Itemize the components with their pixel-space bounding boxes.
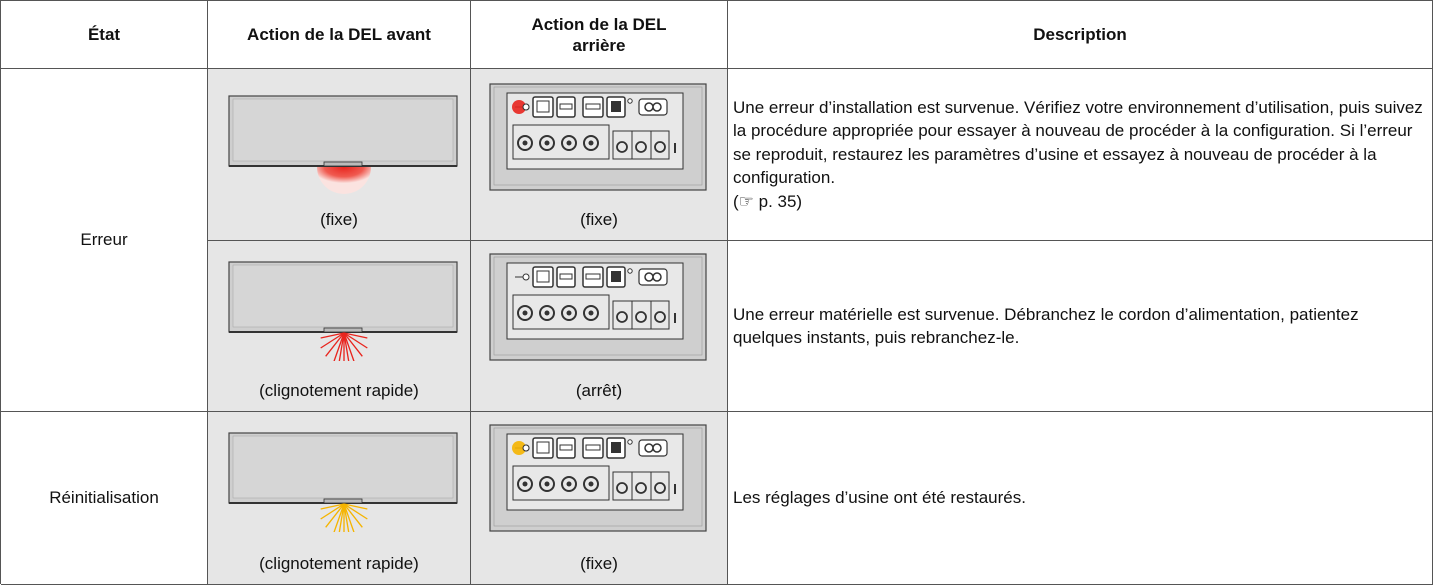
- front-cell: (clignotement rapide): [208, 241, 471, 412]
- front-cell: (fixe): [208, 69, 471, 241]
- header-cell: Action de la DEL avant: [208, 1, 471, 69]
- state-cell: Réinitialisation: [1, 412, 208, 585]
- rear-cell: (arrêt): [471, 241, 728, 412]
- description-cell: Une erreur matérielle est survenue. Débr…: [728, 241, 1433, 412]
- description-cell: Les réglages d’usine ont été restaurés.: [728, 412, 1433, 585]
- caption: (fixe): [580, 554, 618, 573]
- caption: (arrêt): [575, 381, 623, 400]
- header-cell: Description: [728, 1, 1433, 69]
- rear-cell: (fixe): [471, 412, 728, 585]
- description: Les réglages d’usine ont été restaurés.: [733, 488, 1026, 508]
- caption: (clignotement rapide): [259, 554, 419, 573]
- reference: (☞ p. 35): [733, 191, 803, 211]
- caption: (fixe): [580, 210, 618, 229]
- front-device: [228, 261, 460, 361]
- front-cell: (clignotement rapide): [208, 412, 471, 585]
- description: Une erreur matérielle est survenue. Débr…: [733, 304, 1359, 348]
- header-cell: Action de la DEL arrière: [471, 1, 728, 69]
- caption: (fixe): [320, 210, 358, 229]
- rear-device: [489, 253, 709, 363]
- description: Une erreur d’installation est survenue. …: [733, 97, 1423, 188]
- state-cell: Erreur: [1, 69, 208, 412]
- rear-device: [489, 83, 709, 193]
- front-device: [228, 432, 460, 532]
- rear-cell: (fixe): [471, 69, 728, 241]
- front-device: [228, 95, 460, 194]
- description-cell: Une erreur d’installation est survenue. …: [728, 69, 1433, 241]
- rear-device: [489, 424, 709, 534]
- caption: (clignotement rapide): [259, 381, 419, 400]
- header-cell: État: [1, 1, 208, 69]
